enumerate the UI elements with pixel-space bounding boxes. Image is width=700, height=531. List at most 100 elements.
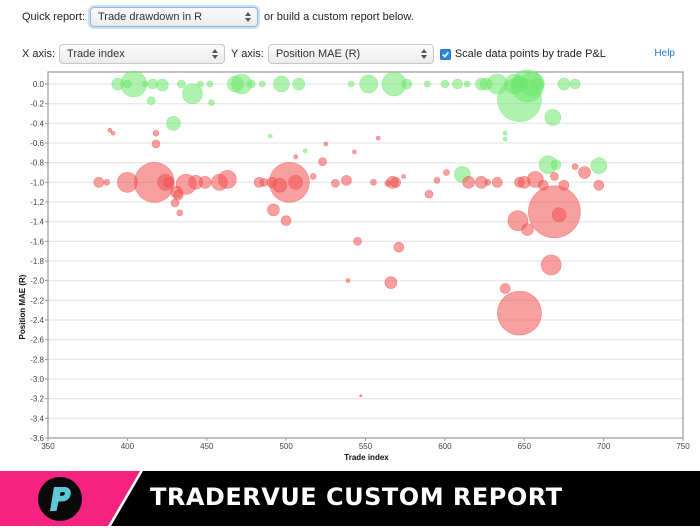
data-point[interactable] <box>590 157 608 174</box>
data-point[interactable] <box>571 163 579 170</box>
data-point[interactable] <box>557 77 571 91</box>
y-tick-label: -1.8 <box>30 257 44 266</box>
x-tick-label: 350 <box>41 442 55 451</box>
data-point[interactable] <box>302 148 308 154</box>
x-tick-label: 500 <box>279 442 293 451</box>
data-point[interactable] <box>390 177 401 188</box>
scale-points-checkbox[interactable] <box>439 48 451 60</box>
data-point[interactable] <box>141 80 149 88</box>
data-point[interactable] <box>318 157 327 166</box>
data-point[interactable] <box>280 215 292 226</box>
data-point[interactable] <box>110 130 116 136</box>
y-tick-label: -1.2 <box>30 198 44 207</box>
data-point[interactable] <box>433 177 441 184</box>
data-point[interactable] <box>117 172 138 193</box>
data-point[interactable] <box>267 133 273 139</box>
chart-canvas: 0.0 -0.2 -0.4 -0.6 -0.8 -1.0 -1.2 -1.4 -1.6 -1.8 -… <box>18 69 690 462</box>
data-point[interactable] <box>440 79 450 89</box>
y-tick-label: -2.4 <box>30 316 44 325</box>
data-point[interactable] <box>288 175 303 190</box>
data-point[interactable] <box>551 207 567 223</box>
quick-report-value: Trade drawdown in R <box>97 11 203 23</box>
data-point[interactable] <box>259 80 266 88</box>
data-point[interactable] <box>463 80 471 88</box>
data-point[interactable] <box>499 283 511 294</box>
data-point[interactable] <box>218 170 237 189</box>
data-point[interactable] <box>375 135 381 141</box>
data-point[interactable] <box>502 136 508 142</box>
data-point[interactable] <box>593 179 605 191</box>
data-point[interactable] <box>550 172 559 181</box>
data-point[interactable] <box>177 79 186 89</box>
select-arrows-icon <box>244 11 251 23</box>
data-point[interactable] <box>345 278 351 283</box>
data-point[interactable] <box>359 74 378 94</box>
x-axis-select[interactable]: Trade index <box>59 44 226 64</box>
help-link[interactable]: Help <box>654 48 675 59</box>
y-axis-select[interactable]: Position MAE (R) <box>267 44 434 64</box>
data-point[interactable] <box>292 77 306 91</box>
data-point[interactable] <box>246 79 256 89</box>
data-point[interactable] <box>267 203 280 217</box>
data-point[interactable] <box>172 189 184 201</box>
data-point[interactable] <box>152 129 160 137</box>
data-point[interactable] <box>208 99 215 106</box>
scale-points-label: Scale data points by trade P&L <box>454 48 606 60</box>
data-point[interactable] <box>352 149 357 155</box>
quick-report-select[interactable]: Trade drawdown in R <box>89 7 258 27</box>
data-point[interactable] <box>443 169 450 176</box>
data-point[interactable] <box>484 179 492 186</box>
data-point[interactable] <box>359 394 363 398</box>
data-point[interactable] <box>578 166 591 179</box>
data-point[interactable] <box>107 127 113 133</box>
data-point[interactable] <box>462 176 475 189</box>
data-point[interactable] <box>198 176 212 189</box>
data-point[interactable] <box>393 241 405 253</box>
data-point[interactable] <box>156 78 169 92</box>
data-point[interactable] <box>293 154 298 160</box>
data-point[interactable] <box>151 139 161 149</box>
data-point[interactable] <box>272 177 288 193</box>
x-axis-label: X axis: <box>22 48 56 60</box>
data-point[interactable] <box>146 96 156 106</box>
y-axis-value: Position MAE (R) <box>275 48 361 60</box>
x-tick-label: 450 <box>200 442 214 451</box>
data-point[interactable] <box>502 130 508 136</box>
data-point[interactable] <box>491 177 503 188</box>
data-point[interactable] <box>550 159 562 170</box>
data-point[interactable] <box>182 83 203 105</box>
data-point[interactable] <box>540 254 562 276</box>
y-tick-label: -1.6 <box>30 237 44 246</box>
tradervue-logo-icon <box>38 477 82 521</box>
data-point[interactable] <box>497 290 542 336</box>
data-point[interactable] <box>569 78 581 90</box>
data-point[interactable] <box>323 141 329 147</box>
x-tick-label: 650 <box>518 442 532 451</box>
data-point[interactable] <box>206 80 214 88</box>
data-point[interactable] <box>452 78 463 90</box>
data-point[interactable] <box>309 173 317 180</box>
data-point[interactable] <box>197 80 204 88</box>
data-point[interactable] <box>347 80 355 88</box>
data-point[interactable] <box>93 177 105 188</box>
data-point[interactable] <box>424 189 434 199</box>
y-axis-title: Position MAE (R) <box>18 274 27 339</box>
data-point[interactable] <box>103 179 111 186</box>
data-point[interactable] <box>331 179 340 188</box>
y-tick-label: -3.0 <box>30 375 44 384</box>
data-point[interactable] <box>544 109 562 126</box>
data-point[interactable] <box>370 179 377 186</box>
data-point[interactable] <box>401 174 406 179</box>
data-point[interactable] <box>353 237 362 246</box>
data-point[interactable] <box>401 78 413 90</box>
data-point[interactable] <box>424 80 431 88</box>
y-tick-label: -3.4 <box>30 414 44 423</box>
data-point[interactable] <box>273 75 290 93</box>
data-point[interactable] <box>521 223 534 236</box>
data-point[interactable] <box>341 175 352 186</box>
data-point[interactable] <box>163 177 174 188</box>
data-point[interactable] <box>176 209 184 217</box>
data-point[interactable] <box>497 77 542 123</box>
data-point[interactable] <box>166 116 181 131</box>
data-point[interactable] <box>384 276 398 289</box>
